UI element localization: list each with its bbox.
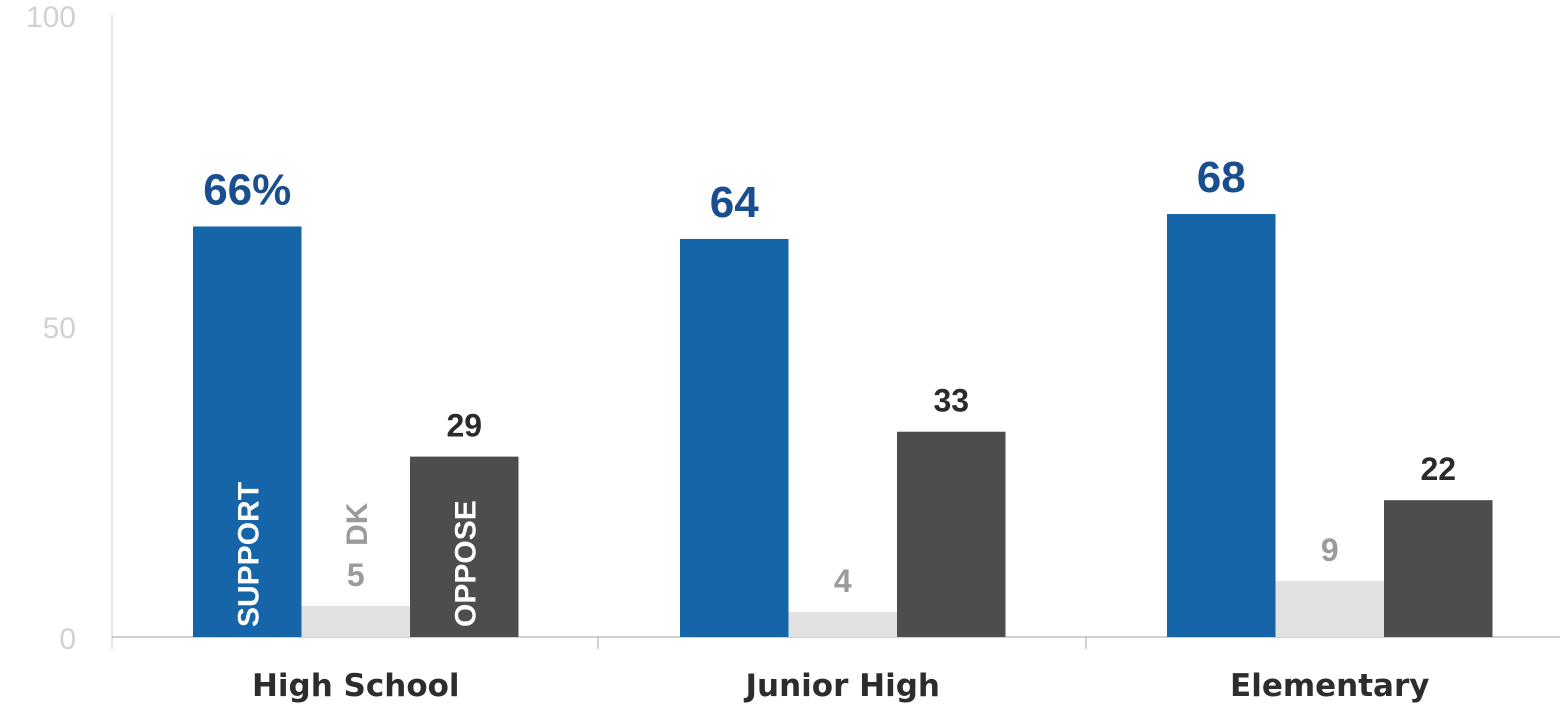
series-label-support: SUPPORT [232,482,265,627]
value-label-support-2: 64 [710,178,759,227]
value-label-dk-2: 4 [834,563,852,599]
series-label-dk: DK [341,502,374,546]
category-label-3: Elementary [1230,668,1429,704]
bar-dk-2 [788,612,897,637]
value-label-dk-3: 9 [1321,532,1339,568]
bar-oppose-2 [897,431,1006,637]
bar-support-2 [680,238,789,638]
y-tick-label: 50 [43,312,76,345]
value-label-oppose-3: 22 [1420,451,1456,487]
bar-dk-1 [301,605,410,637]
y-tick-label: 0 [59,623,76,656]
bars [193,214,1493,638]
value-label-dk-1: 5 [347,557,365,593]
category-label-1: High School [252,668,460,704]
y-tick-label: 100 [26,1,76,34]
category-label-2: Junior High [743,668,940,704]
bar-oppose-3 [1384,500,1493,637]
bar-support-1 [193,226,302,638]
value-label-support-3: 68 [1197,153,1246,202]
value-label-oppose-2: 33 [933,383,969,419]
series-label-oppose: OPPOSE [449,500,482,627]
bar-support-3 [1167,214,1276,638]
labels: 66% SUPPORT 5 DK 29 OPPOSE High School 64 4 33 Jun… [203,153,1456,704]
bar-oppose-1 [410,456,519,637]
bar-dk-3 [1275,581,1384,637]
value-label-support-1: 66% [203,165,291,214]
value-label-oppose-1: 29 [446,408,482,444]
